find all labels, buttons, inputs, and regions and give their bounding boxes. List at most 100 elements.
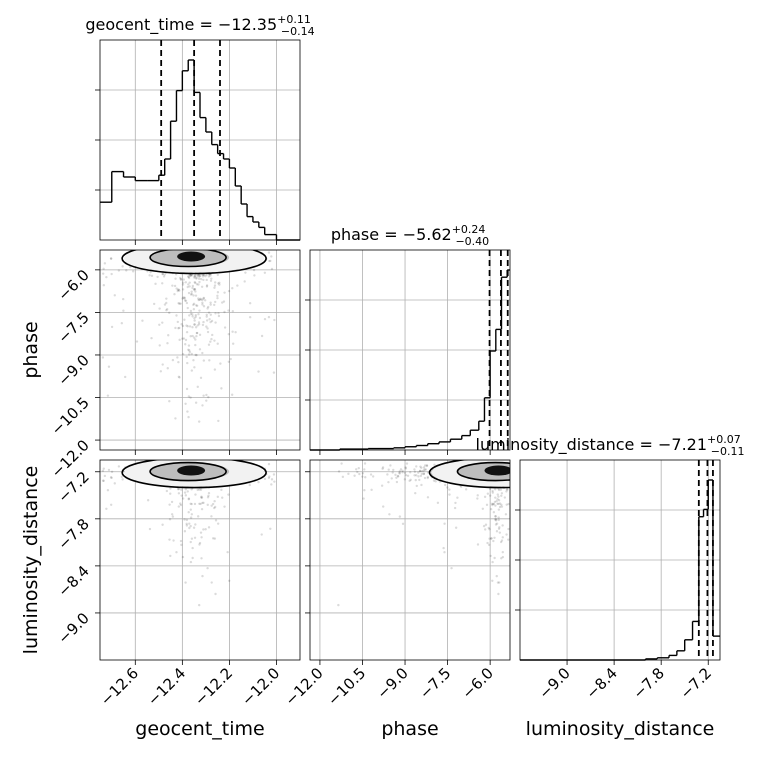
sample-point: [175, 287, 178, 290]
sample-point: [185, 387, 189, 391]
sample-point: [201, 275, 205, 278]
panel-frame: [99, 249, 301, 451]
sample-point: [197, 321, 201, 324]
sample-point: [413, 468, 416, 471]
x-axis-label-geocent_time: geocent_time: [135, 718, 264, 740]
sample-point: [202, 278, 205, 282]
sample-point: [273, 318, 276, 322]
sample-point: [178, 338, 181, 342]
title-median: −5.62: [403, 225, 452, 244]
sample-point: [113, 294, 116, 297]
sample-point: [210, 515, 213, 518]
sample-point: [183, 318, 186, 321]
sample-point: [170, 513, 174, 516]
sample-point: [218, 281, 221, 285]
sample-point: [161, 523, 164, 526]
sample-point: [194, 315, 197, 319]
sample-point: [107, 468, 111, 472]
sample-point: [500, 505, 504, 508]
sample-point: [176, 288, 180, 292]
sample-point: [347, 472, 350, 476]
sample-point: [200, 536, 203, 539]
sample-point: [198, 274, 202, 277]
sample-point: [269, 527, 272, 531]
y-axis-label-luminosity_distance: luminosity_distance: [20, 466, 42, 655]
sample-point: [507, 538, 510, 541]
sample-point: [117, 269, 121, 272]
sample-point: [187, 497, 191, 500]
title-minus: −0.11: [711, 445, 745, 458]
y-tick-label-phase: −9.0: [54, 351, 92, 389]
sample-point: [391, 471, 394, 474]
sample-point: [213, 506, 216, 510]
sample-point: [505, 487, 509, 491]
sample-point: [476, 497, 479, 500]
sample-point: [267, 462, 271, 466]
sample-point: [181, 337, 184, 340]
sample-point: [184, 343, 187, 346]
sample-point: [165, 309, 168, 312]
sample-point: [213, 500, 216, 503]
sample-point: [223, 505, 226, 508]
sample-point: [216, 342, 219, 345]
title-plus: +0.24: [452, 223, 486, 236]
sample-point: [194, 401, 198, 404]
sample-point: [123, 375, 127, 379]
sample-point: [193, 274, 197, 278]
sample-point: [191, 274, 194, 277]
sample-point: [494, 515, 497, 518]
sample-point: [404, 473, 408, 477]
sample-point: [113, 482, 116, 485]
panel-frame: [309, 459, 511, 661]
x-tick-label-phase: −6.0: [458, 664, 496, 702]
sample-point: [223, 291, 226, 294]
sample-point: [490, 537, 493, 540]
sample-point: [185, 330, 189, 334]
sample-point: [210, 277, 213, 280]
sample-point: [102, 479, 105, 483]
title-minus: −0.14: [281, 25, 315, 38]
sample-point: [202, 394, 205, 397]
sample-point: [200, 285, 204, 289]
sample-point: [152, 302, 156, 306]
sample-point: [202, 273, 206, 277]
sample-point: [231, 342, 235, 345]
sample-point: [192, 303, 195, 307]
sample-point: [494, 518, 498, 521]
x-axis-label-luminosity_distance: luminosity_distance: [526, 718, 715, 740]
sample-point: [213, 281, 217, 284]
sample-point: [214, 592, 217, 596]
sample-point: [494, 523, 498, 526]
sample-point: [423, 476, 427, 480]
x-tick-label-geocent_time: −12.2: [191, 664, 236, 709]
sample-point: [166, 367, 169, 370]
sample-point: [257, 370, 260, 373]
sample-point: [195, 331, 199, 335]
sample-point: [187, 415, 190, 419]
sample-point: [201, 323, 205, 327]
sample-point: [184, 494, 188, 497]
sample-point: [175, 314, 178, 317]
sample-point: [443, 522, 446, 525]
y-tick-label-luminosity_distance: −8.4: [54, 562, 92, 600]
sample-point: [181, 497, 185, 500]
sample-point: [454, 501, 457, 505]
sample-point: [178, 289, 181, 292]
sample-point: [201, 501, 204, 505]
sample-point: [267, 476, 271, 480]
sample-point: [243, 280, 246, 283]
sample-point: [207, 311, 211, 314]
sample-point: [404, 466, 407, 469]
sample-point: [182, 278, 185, 281]
sample-point: [195, 277, 198, 280]
x-axis-label-phase: phase: [381, 718, 438, 740]
sample-point: [173, 293, 176, 296]
sample-point: [205, 315, 208, 318]
sample-point: [165, 308, 169, 311]
sample-point: [198, 348, 202, 351]
sample-point: [231, 309, 235, 313]
sample-point: [178, 326, 181, 330]
sample-point: [188, 526, 191, 530]
sample-point: [497, 516, 500, 519]
sample-point: [217, 314, 221, 318]
